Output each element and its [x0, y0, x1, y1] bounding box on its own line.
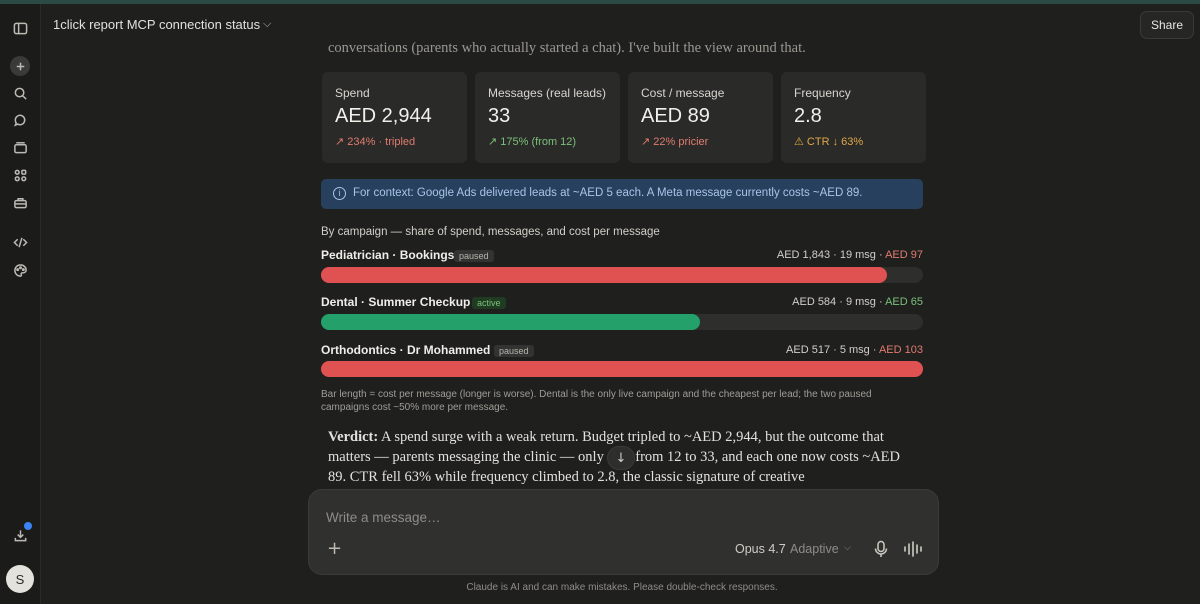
- toolbox-icon[interactable]: [10, 192, 30, 212]
- kpi-label: Messages (real leads): [488, 86, 607, 100]
- top-bar: 1click report MCP connection status ⌵ Sh…: [41, 4, 1200, 44]
- voice-mode-icon[interactable]: [903, 541, 923, 557]
- search-icon[interactable]: [10, 83, 30, 103]
- add-attachment-icon[interactable]: +: [327, 538, 343, 559]
- projects-icon[interactable]: [10, 137, 30, 157]
- campaign-metrics: AED 1,843 · 19 msg · AED 97: [777, 249, 923, 261]
- campaign-cost-per-message: AED 103: [878, 344, 923, 356]
- arrow-down-icon: ↓: [615, 450, 627, 466]
- code-icon[interactable]: [10, 232, 30, 252]
- chevron-down-icon[interactable]: ⌵: [844, 543, 851, 553]
- scroll-down-button[interactable]: ↓: [607, 446, 635, 470]
- kpi-card-spend: Spend AED 2,944 ↗ 234% · tripled: [322, 72, 467, 163]
- top-accent-line: [0, 0, 1200, 4]
- message-text-fragment: conversations (parents who actually star…: [328, 40, 806, 56]
- message-input[interactable]: Write a message…: [326, 510, 441, 525]
- status-badge: active: [472, 297, 506, 309]
- campaign-bar-track: [321, 361, 923, 377]
- campaign-spend-msg: AED 584 · 9 msg ·: [792, 296, 886, 308]
- campaign-cost-per-message: AED 65: [885, 296, 923, 308]
- kpi-value: AED 2,944: [335, 105, 432, 127]
- kpi-card-cost-per-message: Cost / message AED 89 ↗ 22% pricier: [628, 72, 773, 163]
- notification-dot: [24, 522, 32, 530]
- campaign-bar-fill: [321, 314, 701, 330]
- left-sidebar: S: [0, 4, 41, 604]
- kpi-value: 2.8: [794, 105, 822, 127]
- verdict-label: Verdict:: [328, 429, 379, 445]
- kpi-change: ↗ 175% (from 12): [488, 136, 577, 148]
- status-badge: paused: [454, 250, 494, 262]
- mode-selector[interactable]: Adaptive: [790, 542, 839, 556]
- message-composer: Write a message… + Opus 4.7 Adaptive ⌵: [308, 489, 939, 575]
- status-badge: paused: [494, 345, 534, 357]
- campaign-name: Pediatrician · Bookings: [321, 248, 455, 262]
- kpi-value: AED 89: [641, 105, 710, 127]
- kpi-label: Spend: [335, 86, 370, 100]
- campaign-spend-msg: AED 517 · 5 msg ·: [786, 344, 879, 356]
- sidebar-toggle-icon[interactable]: [10, 18, 30, 38]
- kpi-card-messages: Messages (real leads) 33 ↗ 175% (from 12…: [475, 72, 620, 163]
- campaign-name: Orthodontics · Dr Mohammed: [321, 343, 491, 357]
- campaign-metrics: AED 584 · 9 msg · AED 65: [792, 296, 923, 308]
- campaign-bar-track: [321, 314, 923, 330]
- chart-footnote: Bar length = cost per message (longer is…: [321, 389, 872, 413]
- campaign-cost-per-message: AED 97: [885, 249, 923, 261]
- download-icon[interactable]: [10, 525, 30, 545]
- info-banner: i For context: Google Ads delivered lead…: [321, 179, 923, 209]
- info-icon: i: [333, 187, 346, 200]
- share-button[interactable]: Share: [1140, 11, 1194, 39]
- artifacts-icon[interactable]: [10, 165, 30, 185]
- info-banner-text: For context: Google Ads delivered leads …: [353, 187, 863, 199]
- microphone-icon[interactable]: [873, 540, 889, 558]
- palette-icon[interactable]: [10, 260, 30, 280]
- kpi-change: ↗ 234% · tripled: [335, 136, 416, 148]
- model-selector[interactable]: Opus 4.7: [735, 542, 786, 556]
- conversation-title[interactable]: 1click report MCP connection status: [53, 17, 261, 32]
- kpi-label: Frequency: [794, 86, 851, 100]
- kpi-change: ↗ 22% pricier: [641, 136, 709, 148]
- campaign-bar-fill: [321, 361, 923, 377]
- chevron-down-icon[interactable]: ⌵: [263, 17, 272, 30]
- campaign-name: Dental · Summer Checkup: [321, 295, 471, 309]
- chats-icon[interactable]: [10, 110, 30, 130]
- campaign-bar-fill: [321, 267, 887, 283]
- avatar[interactable]: S: [6, 565, 34, 593]
- campaign-bar-track: [321, 267, 923, 283]
- campaign-section-heading: By campaign — share of spend, messages, …: [321, 226, 660, 238]
- kpi-value: 33: [488, 105, 511, 127]
- kpi-label: Cost / message: [641, 86, 725, 100]
- kpi-card-frequency: Frequency 2.8 ⚠ CTR ↓ 63%: [781, 72, 926, 163]
- campaign-spend-msg: AED 1,843 · 19 msg ·: [776, 249, 886, 261]
- new-chat-icon[interactable]: [10, 56, 30, 76]
- disclaimer: Claude is AI and can make mistakes. Plea…: [466, 582, 778, 593]
- kpi-change: ⚠ CTR ↓ 63%: [794, 136, 864, 148]
- campaign-metrics: AED 517 · 5 msg · AED 103: [786, 344, 923, 356]
